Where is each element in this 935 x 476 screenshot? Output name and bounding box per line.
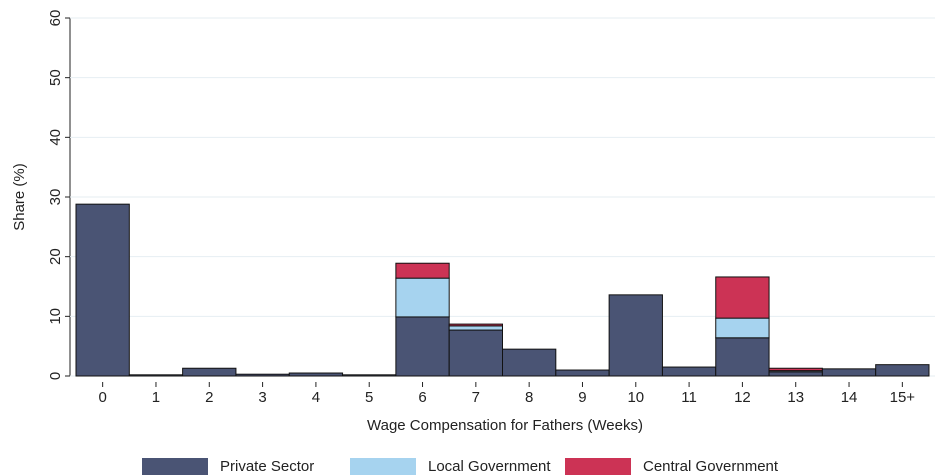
bar-segment (75, 203, 130, 377)
x-tick-label: 15+ (890, 389, 916, 406)
x-tick-label: 3 (258, 389, 266, 406)
bar-segment (288, 372, 344, 377)
y-tick-label: 50 (47, 69, 64, 86)
x-tick-label: 7 (472, 389, 480, 406)
bar-segment (768, 371, 823, 377)
y-tick-label: 0 (47, 372, 64, 380)
bar-segment (395, 277, 450, 318)
y-tick-label: 60 (47, 10, 64, 27)
bar-segment (235, 373, 290, 377)
legend-swatch (142, 458, 208, 475)
x-tick-label: 8 (525, 389, 533, 406)
x-tick-label: 6 (418, 389, 426, 406)
x-tick-label: 11 (681, 389, 697, 406)
bar-segment (715, 276, 770, 319)
bar-segment (342, 374, 397, 377)
legend-label: Central Government (643, 458, 779, 475)
bar-segment (182, 367, 237, 377)
bar-segment (448, 325, 503, 331)
legend-label: Private Sector (220, 458, 314, 475)
legend-label: Local Government (428, 458, 551, 475)
bar-segment (715, 317, 770, 339)
y-axis-label: Share (%) (11, 163, 28, 231)
x-tick-label: 4 (312, 389, 320, 406)
bar-segment (395, 262, 450, 279)
x-axis-label: Wage Compensation for Fathers (Weeks) (367, 417, 643, 434)
bar-segment (448, 329, 503, 377)
legend-swatch (565, 458, 631, 475)
x-tick-label: 9 (578, 389, 586, 406)
bar-segment (128, 374, 184, 377)
bar-segment (768, 367, 823, 372)
x-tick-label: 10 (627, 389, 644, 406)
x-tick-label: 13 (787, 389, 804, 406)
bar-segment (448, 323, 503, 327)
x-tick-label: 14 (841, 389, 858, 406)
bar-segment (821, 368, 877, 377)
bar-segment (395, 316, 450, 377)
x-tick-label: 2 (205, 389, 213, 406)
bar-segment (875, 364, 930, 377)
y-tick-label: 20 (47, 248, 64, 265)
bar-segment (502, 348, 557, 377)
x-tick-label: 12 (734, 389, 751, 406)
bar-segment (661, 366, 717, 377)
bar-segment (715, 337, 770, 377)
x-tick-label: 0 (98, 389, 106, 406)
y-tick-label: 40 (47, 129, 64, 146)
bar-segment (555, 369, 610, 377)
legend-swatch (350, 458, 416, 475)
x-tick-label: 1 (152, 389, 160, 406)
bar-segment (608, 294, 663, 377)
y-tick-label: 30 (47, 189, 64, 206)
x-tick-label: 5 (365, 389, 373, 406)
y-tick-label: 10 (47, 308, 64, 325)
